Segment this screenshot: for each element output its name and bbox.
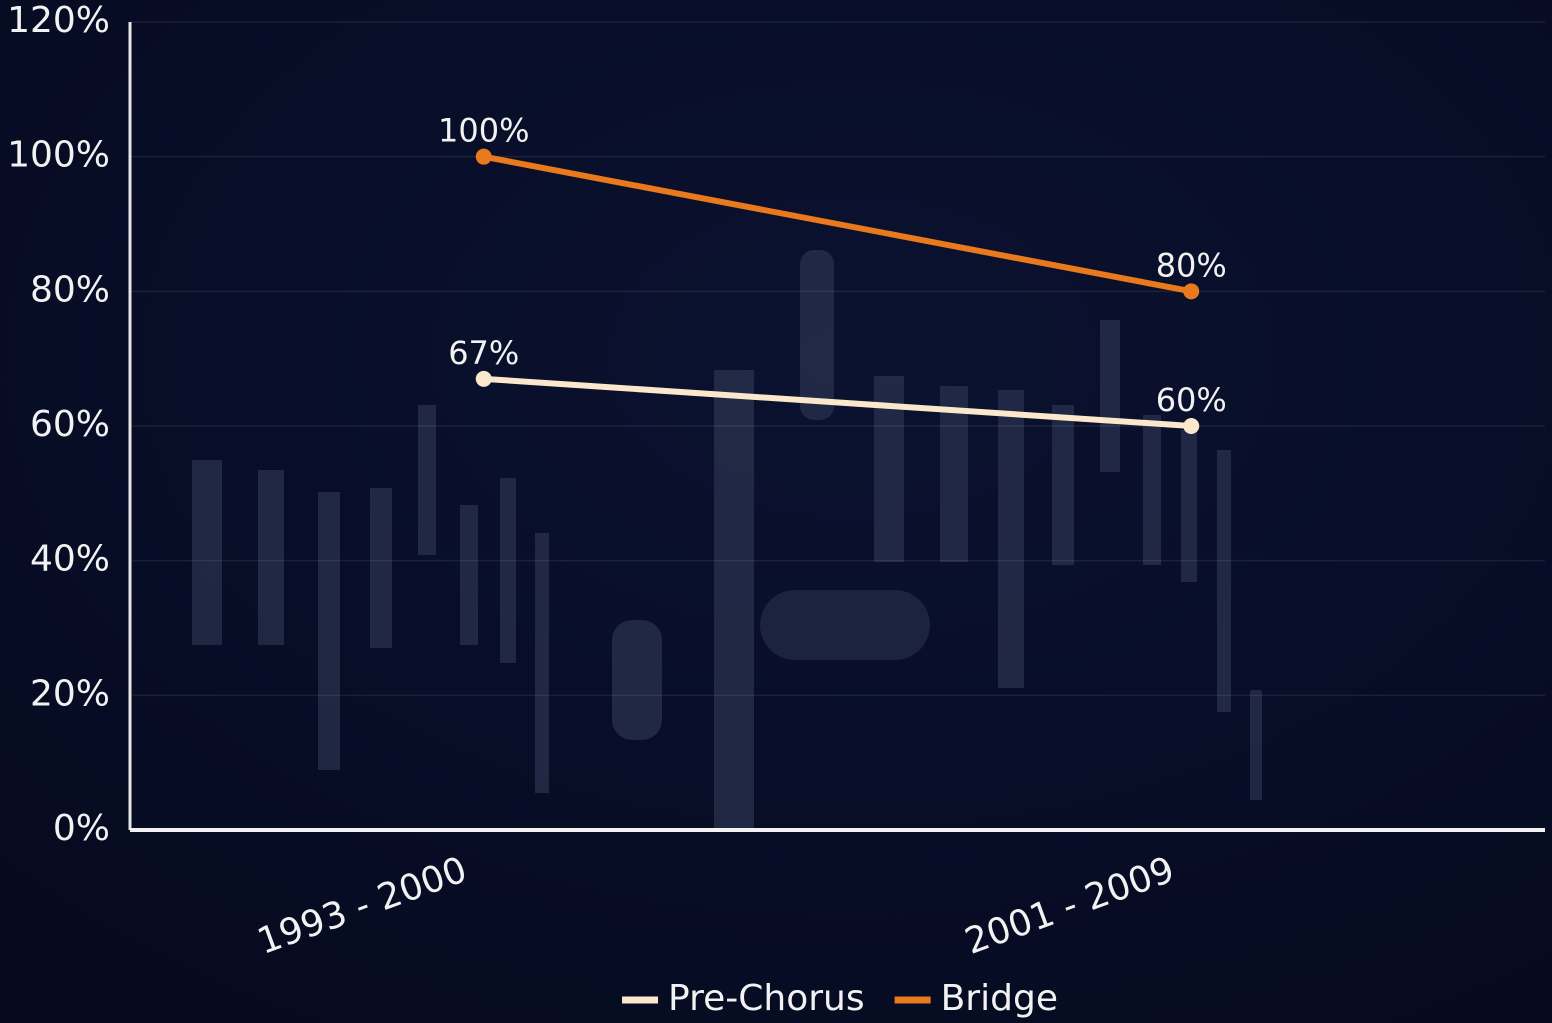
point bbox=[1183, 283, 1200, 300]
data-label: 67% bbox=[448, 334, 519, 372]
data-label: 100% bbox=[438, 112, 529, 150]
legend-label: Pre-Chorus bbox=[668, 978, 865, 1019]
point bbox=[1183, 418, 1200, 434]
line bbox=[480, 375, 1195, 429]
data-label: 80% bbox=[1156, 246, 1227, 284]
data-label: 60% bbox=[1156, 381, 1227, 419]
y-tick-label: 40% bbox=[30, 539, 110, 580]
y-tick-label: 20% bbox=[30, 673, 110, 714]
y-tick-label: 60% bbox=[30, 404, 110, 445]
y-tick-label: 120% bbox=[7, 0, 110, 41]
point bbox=[475, 148, 492, 165]
legend: Pre-Chorus Bridge bbox=[622, 978, 1058, 1019]
y-tick-label: 80% bbox=[30, 269, 110, 310]
point bbox=[475, 370, 492, 387]
y-tick-label: 100% bbox=[7, 135, 110, 176]
y-tick-label: 0% bbox=[53, 808, 110, 849]
legend-label: Bridge bbox=[941, 978, 1058, 1019]
line bbox=[480, 153, 1195, 295]
